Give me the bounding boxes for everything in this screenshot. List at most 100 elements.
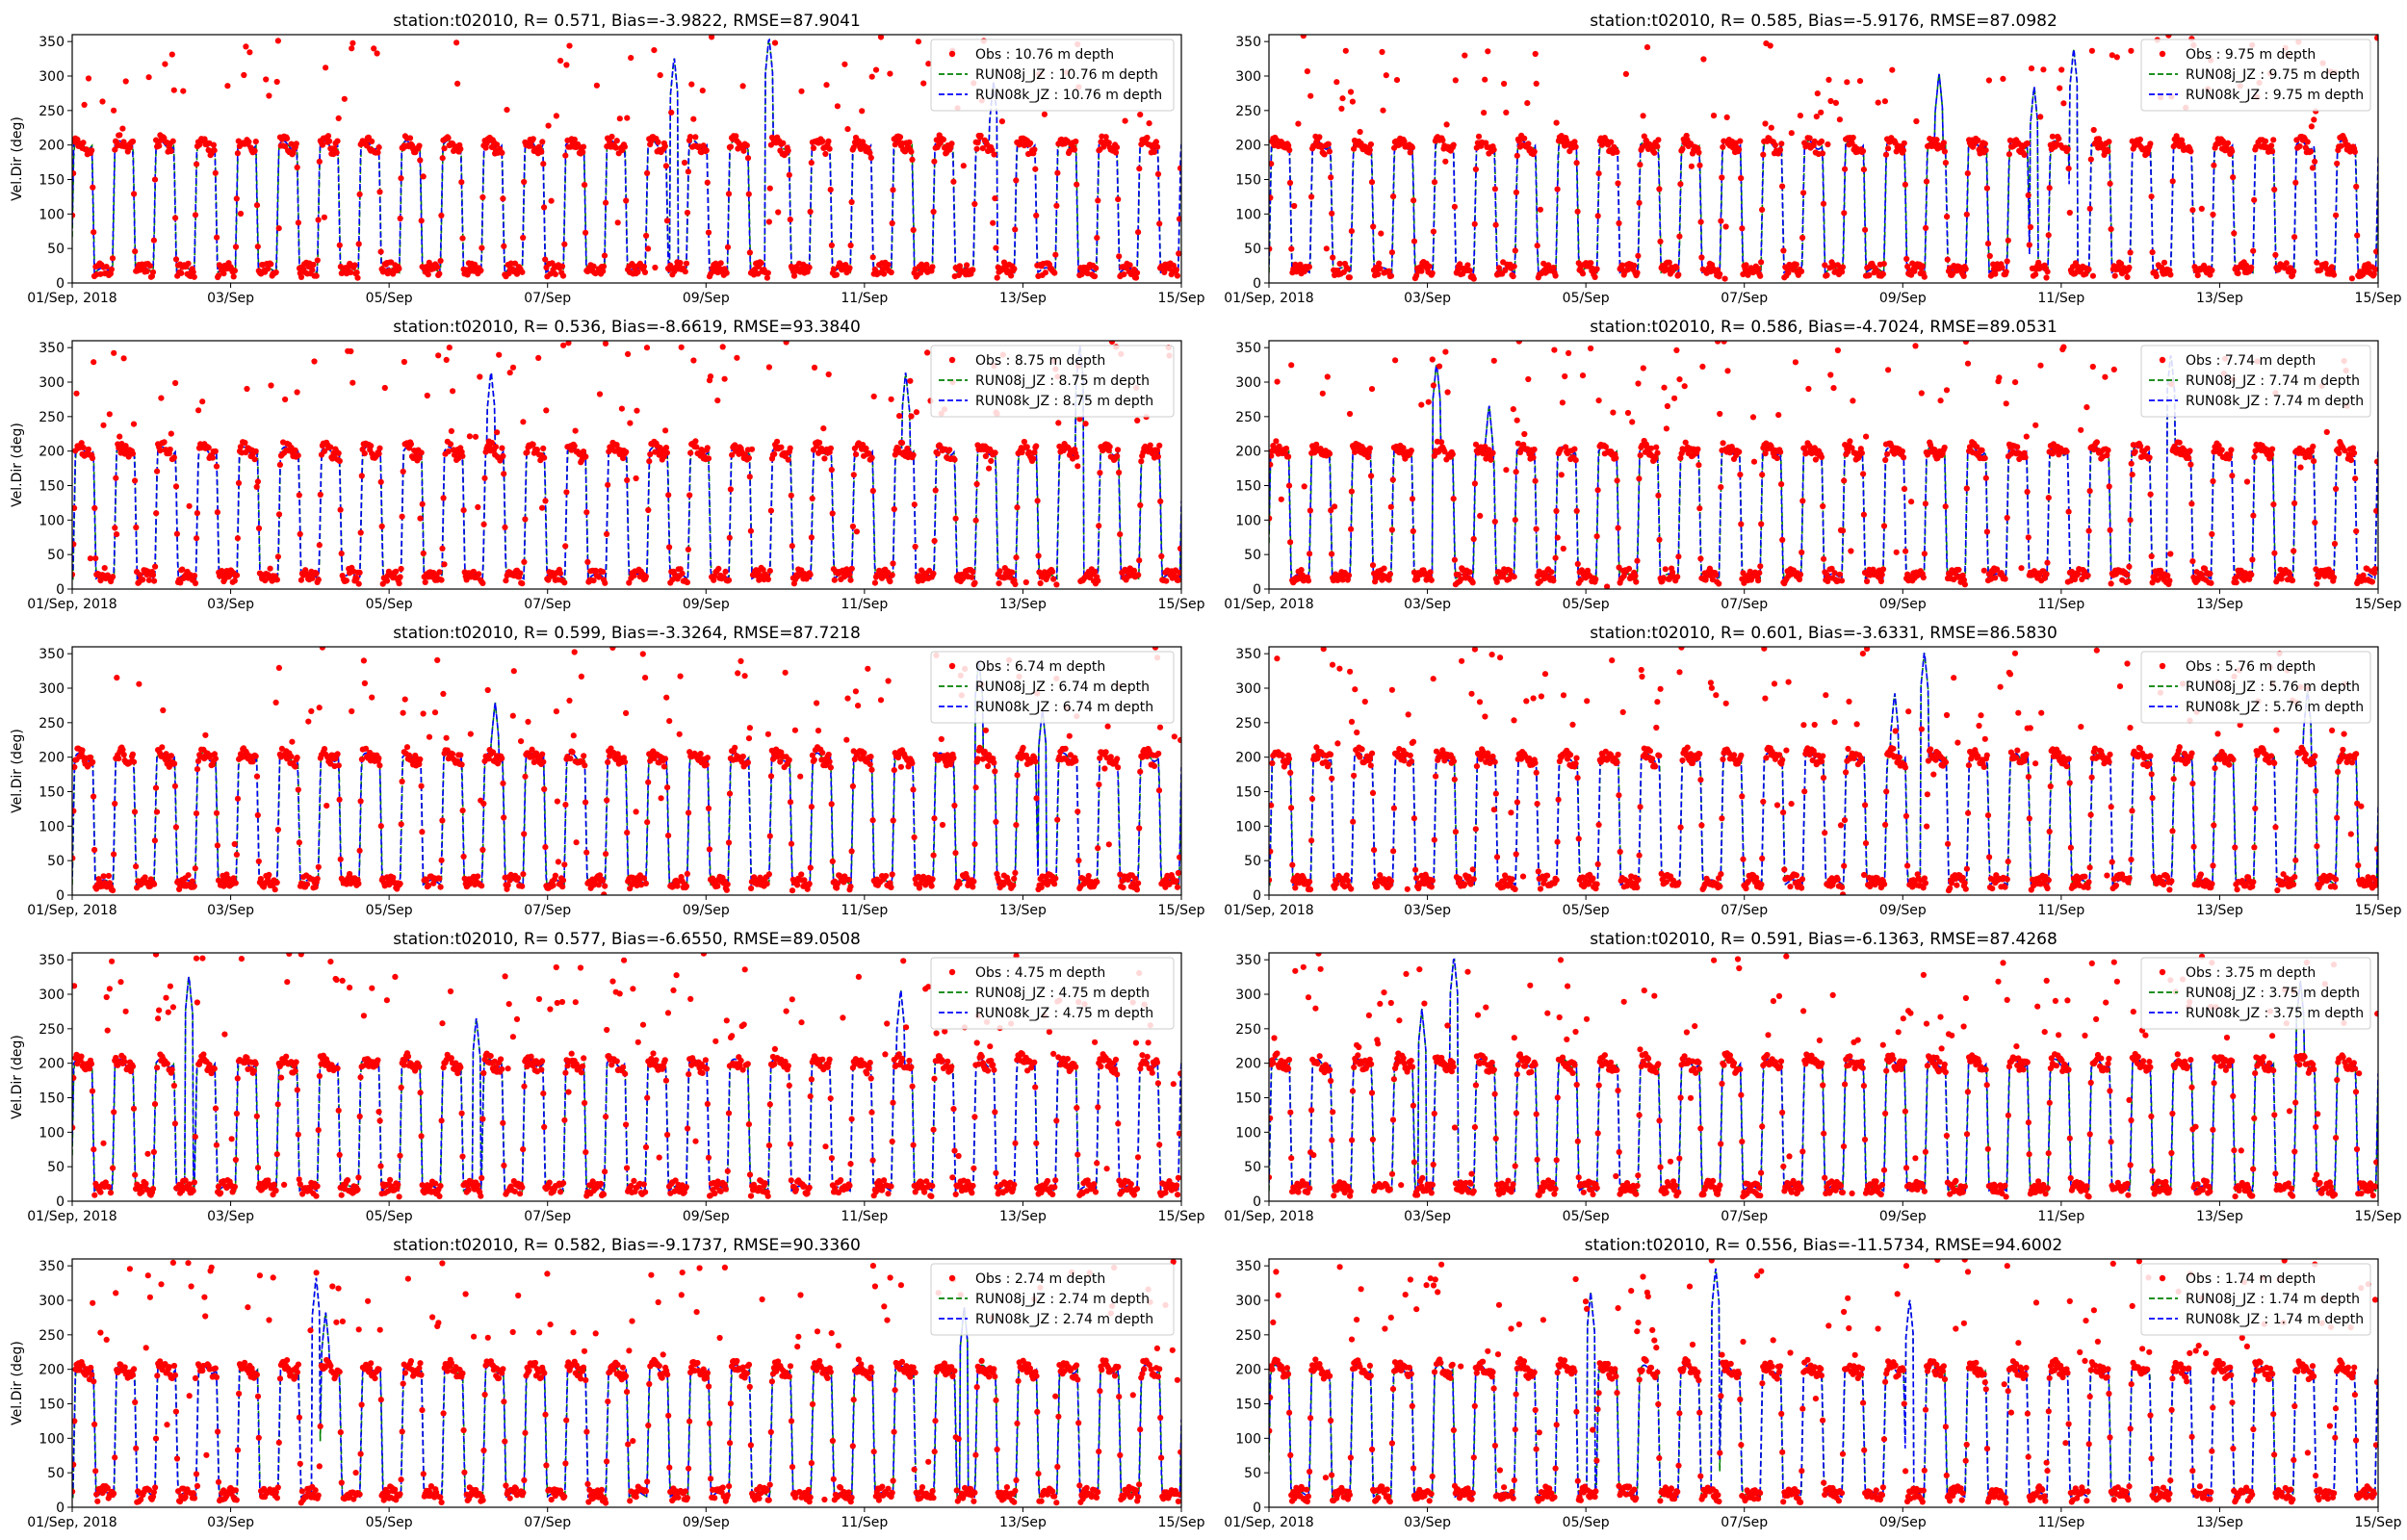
obs-point (1370, 223, 1377, 230)
obs-point (349, 379, 356, 386)
obs-point (1874, 268, 1880, 274)
obs-point (733, 133, 739, 140)
obs-point (1592, 576, 1599, 582)
obs-point (80, 140, 87, 146)
obs-point (847, 242, 854, 249)
obs-point (457, 145, 464, 152)
obs-point (295, 219, 301, 226)
legend-label: RUN08j_JZ : 10.76 m depth (975, 67, 1158, 83)
obs-point (1380, 107, 1386, 114)
obs-point (91, 793, 97, 800)
legend-label: Obs : 8.75 m depth (975, 353, 1105, 369)
obs-point (477, 373, 483, 380)
obs-point (831, 577, 838, 583)
obs-point (401, 696, 408, 703)
obs-point (1676, 233, 1683, 240)
obs-point (825, 138, 832, 144)
obs-point (398, 175, 404, 182)
obs-point (2307, 148, 2315, 155)
obs-point (1594, 213, 1601, 219)
y-tick-label: 150 (1235, 479, 1261, 495)
x-tick-label: 15/Sep (1158, 291, 1205, 306)
obs-point (1618, 262, 1625, 269)
obs-point (436, 270, 443, 277)
obs-point (371, 45, 377, 52)
obs-point (2000, 75, 2006, 82)
obs-point (348, 347, 354, 355)
obs-point (2167, 271, 2174, 278)
obs-point (108, 266, 115, 272)
obs-point (542, 256, 549, 263)
obs-point (1014, 504, 1021, 511)
obs-point (1430, 382, 1436, 389)
obs-point (582, 453, 589, 460)
obs-point (356, 191, 363, 197)
obs-point (582, 182, 588, 189)
obs-point (422, 578, 428, 586)
obs-point (2149, 249, 2156, 256)
obs-point (1325, 141, 1332, 147)
obs-point (1151, 148, 1158, 155)
y-tick-label: 300 (39, 69, 65, 85)
obs-point (1805, 385, 1812, 393)
legend-label: Obs : 9.75 m depth (2186, 47, 2316, 63)
obs-point (1389, 476, 1396, 483)
obs-point (255, 858, 262, 865)
obs-point (157, 448, 164, 454)
obs-point (1944, 256, 1951, 263)
obs-point (1738, 175, 1745, 182)
obs-point (1595, 170, 1602, 177)
obs-point (1329, 210, 1335, 217)
obs-point (154, 468, 161, 475)
obs-point (971, 579, 978, 586)
obs-point (214, 509, 220, 516)
obs-point (78, 440, 85, 447)
obs-point (908, 148, 915, 155)
obs-point (1921, 551, 1928, 557)
obs-point (450, 388, 456, 395)
obs-point (1780, 247, 1787, 254)
obs-point (2351, 148, 2358, 155)
obs-point (1510, 406, 1516, 413)
obs-point (662, 445, 670, 451)
obs-point (1122, 117, 1128, 124)
obs-point (1282, 445, 1290, 452)
obs-point (624, 115, 631, 121)
x-tick-label: 13/Sep (2196, 597, 2243, 612)
obs-point (1651, 149, 1658, 156)
obs-point (517, 570, 524, 577)
obs-point (1462, 52, 1468, 59)
obs-point (640, 263, 648, 270)
obs-point (1326, 148, 1333, 155)
obs-point (2107, 526, 2113, 533)
obs-point (633, 475, 639, 482)
legend-obs-marker (2159, 356, 2166, 364)
obs-point (1375, 270, 1382, 278)
obs-point (600, 263, 608, 270)
obs-point (662, 163, 670, 169)
obs-point (1113, 144, 1121, 151)
obs-point (434, 656, 441, 664)
obs-point (272, 699, 279, 706)
obs-point (383, 578, 391, 584)
obs-point (2224, 140, 2232, 146)
obs-point (1146, 120, 1152, 127)
obs-point (1385, 268, 1392, 274)
obs-point (1923, 224, 1929, 231)
obs-point (1736, 146, 1743, 153)
obs-point (913, 409, 920, 416)
obs-point (678, 344, 685, 350)
obs-point (337, 506, 344, 513)
obs-point (1573, 160, 1580, 167)
obs-point (1409, 496, 1416, 502)
obs-point (844, 126, 851, 133)
obs-point (133, 524, 140, 531)
obs-point (272, 269, 279, 276)
obs-point (437, 257, 444, 265)
obs-point (1300, 35, 1307, 39)
obs-point (1295, 120, 1302, 127)
obs-point (1176, 216, 1181, 222)
obs-point (72, 571, 76, 578)
obs-point (254, 244, 261, 250)
obs-point (435, 352, 442, 359)
